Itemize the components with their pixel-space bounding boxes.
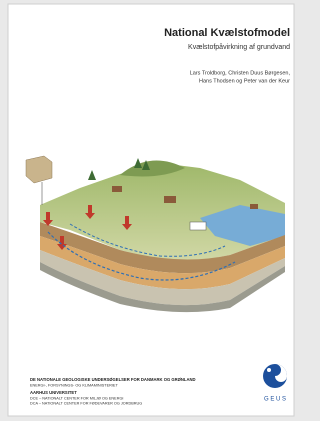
logo-text: G E U S: [264, 397, 286, 403]
page: National Kvælstofmodel Kvælstofpåvirknin…: [0, 0, 301, 421]
center: DCA – NATIONALT CENTER FOR FØDEVARER OG …: [30, 402, 142, 406]
university: AARHUS UNIVERSITET: [30, 390, 77, 395]
institution: DE NATIONALE GEOLOGISKE UNDERSØGELSER FO…: [30, 377, 196, 382]
center: DCE – NATIONALT CENTER FOR MILJØ OG ENER…: [30, 397, 123, 401]
subtitle: Kvælstofpåvirkning af grundvand: [188, 43, 290, 51]
ministry: ENERGI-, FORSYNINGS- OG KLIMAMINISTERIET: [30, 384, 118, 388]
authors: Hans Thodsen og Peter van der Keur: [199, 78, 290, 84]
cover: National Kvælstofmodel Kvælstofpåvirknin…: [0, 0, 301, 421]
logo-dot: [267, 368, 271, 372]
geus-logo: [263, 364, 287, 388]
label-box: [190, 222, 206, 230]
authors: Lars Troldborg, Christen Duus Børgesen,: [190, 70, 291, 76]
title: National Kvælstofmodel: [164, 27, 290, 39]
soil-sample-block: [26, 156, 52, 183]
